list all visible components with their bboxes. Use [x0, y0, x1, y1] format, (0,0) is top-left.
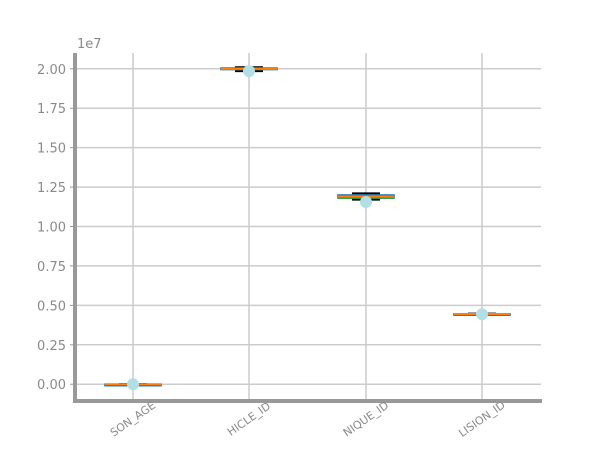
y-tick-label: 1.25 [37, 181, 66, 196]
mean-marker [127, 378, 139, 391]
y-offset-label: 1e7 [77, 37, 102, 52]
box-collision-id [453, 308, 511, 321]
box-plot-series [104, 65, 511, 391]
mean-marker [476, 308, 488, 321]
y-tick-label: 1.50 [37, 142, 66, 157]
y-tick-label: 0.25 [37, 339, 66, 354]
x-tick-label: NIQUE_ID [341, 399, 391, 440]
axes [70, 53, 542, 403]
tick-labels: 0.00 0.25 0.50 0.75 1.00 1.25 1.50 1.75 2.00 1e7 S… [37, 37, 508, 440]
y-tick-label: 2.00 [37, 63, 66, 78]
y-tick-label: 0.75 [37, 260, 66, 275]
x-tick-label: SON_AGE [108, 399, 158, 440]
y-tick-label: 1.00 [37, 221, 66, 236]
grid-lines [75, 53, 541, 400]
y-tick-label: 1.75 [37, 102, 66, 117]
box-person-age [104, 378, 162, 391]
box-unique-id [337, 192, 395, 209]
mean-marker [243, 65, 255, 78]
x-tick-label: HICLE_ID [225, 400, 273, 439]
x-tick-label: LISION_ID [456, 398, 507, 439]
mean-marker [360, 196, 372, 209]
y-tick-label: 0.00 [37, 378, 66, 393]
y-tick-label: 0.50 [37, 299, 66, 314]
box-vehicle-id [220, 65, 278, 78]
